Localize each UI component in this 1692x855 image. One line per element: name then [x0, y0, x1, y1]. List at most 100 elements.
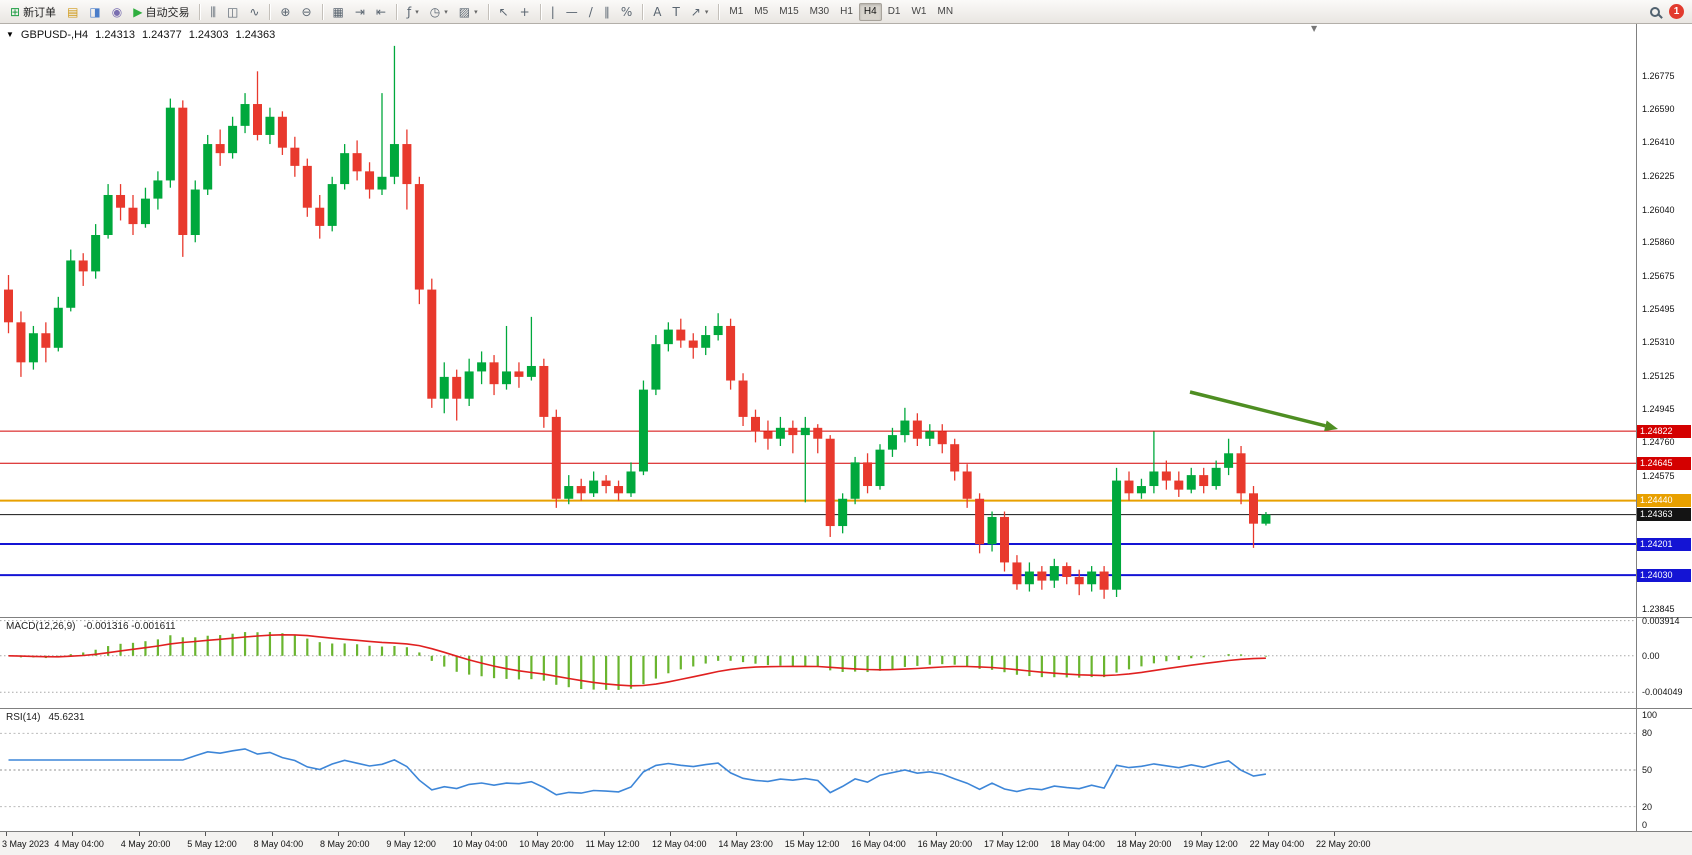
- price-tag-1.24440[interactable]: 1.24440: [1637, 494, 1691, 508]
- rsi-indicator-name: RSI(14): [6, 712, 41, 723]
- timeframe-mn[interactable]: MN: [932, 3, 958, 21]
- toolbar-autotrading-button[interactable]: ▶ 自动交易: [128, 2, 194, 22]
- toolbar-auto-scroll-button[interactable]: ⇥: [350, 2, 370, 22]
- toolbar-cursor-button[interactable]: ↖: [494, 2, 514, 22]
- toolbar-templates-button[interactable]: ▨ ▾: [454, 2, 483, 22]
- price-tag-1.24030[interactable]: 1.24030: [1637, 568, 1691, 582]
- market-watch-icon: ▤: [67, 4, 79, 19]
- price-tag-1.24822[interactable]: 1.24822: [1637, 424, 1691, 438]
- timeframe-w1[interactable]: W1: [906, 3, 931, 21]
- candles[interactable]: [4, 45, 1271, 599]
- toolbar-text-button[interactable]: A: [648, 2, 666, 22]
- time-tick: [1068, 832, 1070, 836]
- time-label: 15 May 12:00: [784, 839, 840, 849]
- time-label: 16 May 04:00: [851, 839, 906, 849]
- templates-dropdown-caret: ▾: [474, 7, 478, 16]
- price-tag-1.24645[interactable]: 1.24645: [1637, 456, 1691, 470]
- time-tick: [869, 832, 871, 836]
- macd-signal-line: [8, 633, 1266, 687]
- timeframe-m5[interactable]: M5: [749, 3, 773, 21]
- time-axis[interactable]: 3 May 2023 4 May 04:00 4 May 20:00 5 May 12…: [0, 832, 1692, 855]
- macd-pane-title: MACD(12,26,9) -0.001316 -0.001611: [6, 621, 176, 632]
- toolbar-terminal-button[interactable]: ◉: [107, 2, 127, 22]
- ohlc-open: 1.24313: [95, 29, 135, 41]
- notification-badge[interactable]: 1: [1669, 4, 1684, 19]
- one-click-trading-toggle[interactable]: ▼: [6, 30, 14, 39]
- price-tick-label: 1.24760: [1642, 437, 1675, 448]
- time-label: 18 May 20:00: [1116, 839, 1172, 849]
- price-tick-label: 1.26775: [1642, 70, 1675, 81]
- text-label-icon: T: [672, 4, 680, 19]
- cursor-icon: ↖: [498, 4, 509, 19]
- toolbar-chart-line-button[interactable]: ∿: [244, 2, 264, 22]
- price-axis[interactable]: 1.26775 1.26590 1.26410 1.26225 1.26040 1.258…: [1637, 24, 1692, 855]
- timeframe-d1[interactable]: D1: [883, 3, 906, 21]
- terminal-icon: ◉: [111, 4, 123, 19]
- toolbar-periods-button[interactable]: ◷ ▾: [425, 2, 453, 22]
- toolbar-zoom-out-button[interactable]: ⊖: [296, 2, 316, 22]
- toolbar-text-label-button[interactable]: T: [667, 2, 684, 22]
- toolbar-arrows-button[interactable]: ↗ ▾: [686, 2, 714, 22]
- time-tick: [736, 832, 738, 836]
- timeframe-h4[interactable]: H4: [858, 2, 882, 21]
- time-tick: [670, 832, 671, 836]
- ohlc-high: 1.24377: [141, 29, 182, 41]
- toolbar-horizontal-line-button[interactable]: —: [561, 2, 583, 22]
- time-tick: [802, 832, 804, 836]
- time-label: 19 May 12:00: [1183, 839, 1238, 849]
- rsi-indicator-value: 45.6231: [48, 712, 85, 723]
- toolbar-chart-bars-button[interactable]: ⫼: [205, 2, 221, 22]
- time-tick: [271, 832, 273, 836]
- chart-window[interactable]: ▼ GBPUSD-,H4 1.24313 1.24377 1.24303 1.2…: [0, 24, 1692, 855]
- rsi-axis-label: 20: [1642, 801, 1653, 812]
- toolbar-trendline-button[interactable]: /: [584, 2, 598, 22]
- time-tick: [1134, 832, 1136, 836]
- toolbar-chart-shift-button[interactable]: ⇤: [371, 2, 391, 22]
- time-label: 4 May 04:00: [54, 839, 104, 849]
- price-tick-label: 1.25675: [1642, 270, 1675, 281]
- chart-shift-marker[interactable]: ▼: [1311, 24, 1318, 33]
- price-tag-1.24201[interactable]: 1.24201: [1637, 537, 1691, 551]
- navigator-icon: ◨: [89, 4, 101, 19]
- timeframe-m30[interactable]: M30: [805, 3, 834, 21]
- toolbar-zoom-in-button[interactable]: ⊕: [275, 2, 295, 22]
- time-tick: [1267, 832, 1269, 836]
- timeframe-m1[interactable]: M1: [724, 3, 748, 21]
- search-icon[interactable]: [1650, 6, 1660, 17]
- chart-canvas[interactable]: [0, 24, 1692, 855]
- toolbar-new-order-button[interactable]: ⊞ 新订单: [5, 2, 61, 22]
- indicators-icon: ƒ: [407, 4, 412, 19]
- toolbar-indicators-button[interactable]: ƒ ▾: [402, 2, 424, 22]
- toolbar-separator: [487, 3, 489, 20]
- tile-windows-icon: ▦: [332, 4, 344, 19]
- toolbar-market-watch-button[interactable]: ▤: [62, 2, 83, 22]
- macd-axis-label: -0.004049: [1642, 687, 1683, 698]
- time-label: 22 May 20:00: [1316, 839, 1371, 849]
- arrows-dropdown-caret: ▾: [704, 7, 709, 16]
- toolbar-chart-candles-button[interactable]: ◫: [222, 2, 243, 22]
- toolbar-fibonacci-button[interactable]: %: [616, 2, 637, 22]
- toolbar: ⊞ 新订单 ▤ ◨ ◉ ▶ 自动交易 ⫼ ◫ ∿ ⊕ ⊖ ▦ ⇥ ⇤ ƒ ▾ ◷ ▾ ▨ ▾ ↖ + | — / ∥% A T ↗ ▾ M1 M…: [0, 0, 1692, 24]
- chart-shift-icon: ⇤: [375, 4, 386, 19]
- time-tick: [205, 832, 207, 836]
- time-label: 22 May 04:00: [1249, 839, 1305, 849]
- timeframe-m15[interactable]: M15: [774, 3, 803, 21]
- toolbar-navigator-button[interactable]: ◨: [84, 2, 105, 22]
- time-tick: [935, 832, 937, 836]
- rsi-pane-title: RSI(14) 45.6231: [6, 712, 85, 723]
- trendline-icon: /: [588, 4, 593, 19]
- toolbar-crosshair-button[interactable]: +: [515, 2, 535, 22]
- toolbar-separator: [269, 3, 271, 20]
- trend-arrow[interactable]: [1189, 390, 1338, 432]
- toolbar-equidistant-channel-button[interactable]: ∥: [599, 2, 615, 22]
- toolbar-separator: [718, 3, 720, 20]
- toolbar-tile-windows-button[interactable]: ▦: [328, 2, 349, 22]
- time-label: 8 May 04:00: [253, 839, 304, 849]
- timeframe-h1[interactable]: H1: [835, 3, 858, 21]
- price-tick-label: 1.26590: [1642, 104, 1675, 115]
- chart-candles-icon: ◫: [227, 4, 239, 19]
- time-label: 17 May 12:00: [984, 839, 1039, 849]
- toolbar-vertical-line-button[interactable]: |: [546, 2, 560, 22]
- rsi-line: [8, 748, 1267, 796]
- toolbar-separator: [642, 3, 644, 20]
